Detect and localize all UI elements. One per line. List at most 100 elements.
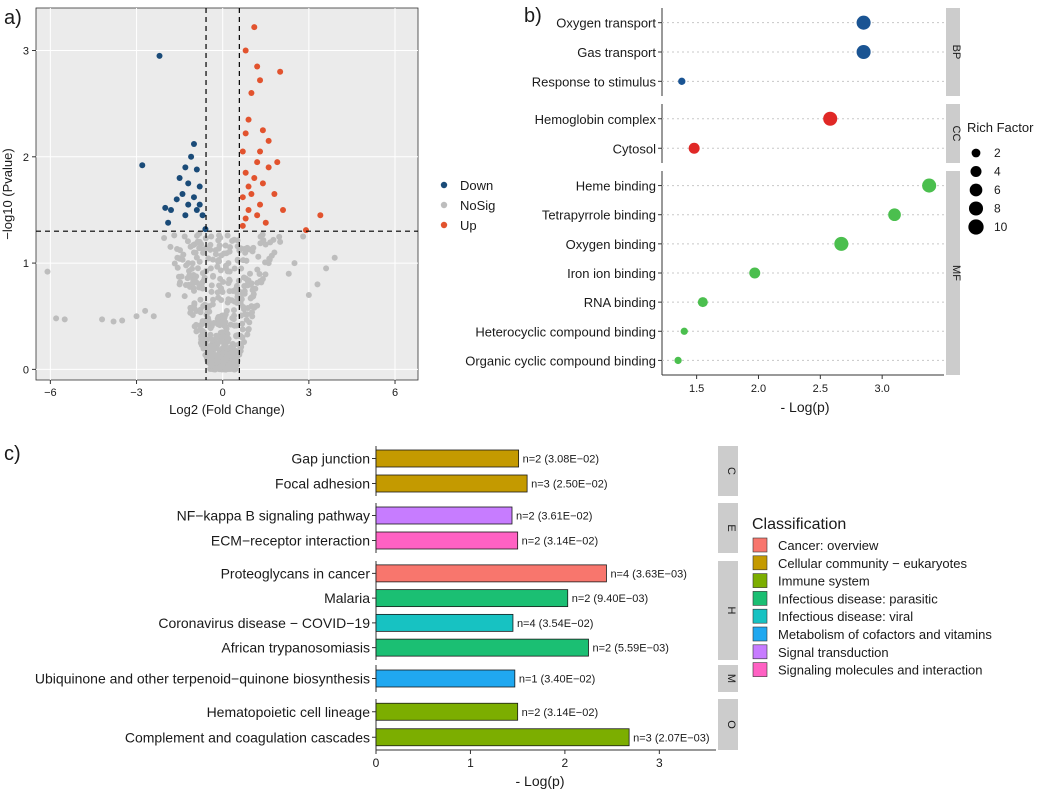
- nosig-point: [180, 251, 187, 258]
- nosig-point: [265, 260, 272, 267]
- up-point: [245, 116, 252, 123]
- nosig-point: [61, 316, 68, 323]
- nosig-point: [199, 342, 206, 349]
- bar-category-label: Ubiquinone and other terpenoid−quinone b…: [35, 671, 370, 687]
- bar: [375, 531, 519, 550]
- up-point: [302, 227, 309, 234]
- nosig-point: [218, 338, 225, 345]
- up-point: [248, 90, 255, 97]
- group-strip-label: C: [725, 467, 737, 475]
- down-point: [199, 212, 206, 219]
- up-point: [262, 219, 269, 226]
- bar-category-label: Focal adhesion: [275, 476, 370, 492]
- panel-b-label: b): [524, 5, 542, 27]
- up-point: [242, 47, 249, 54]
- nosig-point: [291, 260, 298, 267]
- legend-label: Immune system: [778, 574, 870, 589]
- term-dot: [834, 236, 849, 251]
- panel-b-go-enrichment-dotplot: b) BP Oxygen transport Gas transport Respon…: [465, 5, 1034, 415]
- bar-category-label: ECM−receptor interaction: [211, 533, 370, 549]
- size-legend-dot: [968, 201, 984, 216]
- bar-value-label: n=4 (3.54E−02): [517, 618, 593, 630]
- term-dot: [697, 297, 708, 308]
- x-tick-label: 2: [562, 756, 569, 770]
- nosig-point: [331, 254, 338, 261]
- nosig-point: [177, 247, 184, 254]
- up-point: [317, 212, 324, 219]
- bar-category-label: Malaria: [324, 590, 370, 606]
- facet-strip-label: CC: [950, 126, 962, 142]
- nosig-point: [184, 275, 191, 282]
- facet-strip: [946, 8, 960, 96]
- x-tick-label: 2.0: [751, 383, 766, 395]
- bar: [375, 613, 514, 632]
- legend-swatch: [752, 591, 768, 606]
- nosig-point: [203, 337, 210, 344]
- term-label: Response to stimulus: [532, 74, 657, 89]
- size-legend-label: 10: [994, 220, 1008, 234]
- legend-marker: [440, 201, 448, 209]
- nosig-point: [193, 321, 200, 328]
- nosig-point: [238, 295, 245, 302]
- legend-swatch: [752, 573, 768, 588]
- up-point: [242, 215, 249, 222]
- nosig-point: [110, 318, 117, 325]
- nosig-point: [224, 335, 231, 342]
- nosig-point: [191, 276, 198, 283]
- legend-label: Up: [460, 218, 477, 233]
- term-label: RNA binding: [584, 295, 656, 310]
- nosig-point: [277, 238, 284, 245]
- size-legend-label: 4: [994, 165, 1001, 179]
- up-point: [254, 63, 261, 70]
- legend-label: Metabolism of cofactors and vitamins: [778, 627, 992, 642]
- nosig-point: [223, 307, 230, 314]
- nosig-point: [178, 273, 185, 280]
- nosig-point: [174, 264, 181, 271]
- nosig-point: [207, 265, 214, 272]
- bar: [375, 449, 520, 468]
- nosig-point: [262, 241, 269, 248]
- x-tick-label: 0: [220, 387, 226, 399]
- nosig-point: [199, 318, 206, 325]
- legend-swatch: [752, 644, 768, 660]
- bar-category-label: Gap junction: [291, 451, 370, 467]
- nosig-point: [241, 246, 248, 253]
- term-dot: [823, 111, 838, 126]
- size-legend-dot: [971, 148, 981, 158]
- up-point: [257, 148, 264, 155]
- x-tick-label: 1.5: [689, 383, 704, 395]
- nosig-point: [204, 307, 211, 314]
- legend-label: Signal transduction: [778, 645, 889, 660]
- up-point: [242, 130, 249, 137]
- down-point: [167, 206, 174, 213]
- nosig-point: [207, 246, 214, 253]
- nosig-point: [266, 255, 273, 262]
- bar: [375, 669, 516, 688]
- down-point: [190, 194, 197, 201]
- legend-swatch: [752, 626, 768, 642]
- nosig-point: [181, 293, 188, 300]
- down-point: [139, 162, 146, 169]
- nosig-point: [171, 260, 178, 267]
- up-point: [245, 183, 252, 190]
- down-point: [190, 141, 197, 148]
- nosig-point: [244, 305, 251, 312]
- nosig-point: [181, 233, 188, 240]
- term-dot: [678, 77, 686, 85]
- nosig-point: [189, 260, 196, 267]
- facet-strip: [946, 104, 960, 163]
- x-tick-label: 3: [306, 387, 312, 399]
- nosig-point: [231, 312, 238, 319]
- nosig-point: [243, 316, 250, 323]
- nosig-point: [224, 299, 231, 306]
- nosig-point: [207, 331, 214, 338]
- nosig-point: [221, 314, 228, 321]
- up-point: [254, 159, 261, 166]
- up-point: [265, 137, 272, 144]
- nosig-point: [226, 268, 233, 275]
- nosig-point: [196, 238, 203, 245]
- down-point: [179, 191, 186, 197]
- nosig-point: [205, 255, 212, 262]
- group-strip: [718, 561, 738, 660]
- down-point: [185, 180, 192, 187]
